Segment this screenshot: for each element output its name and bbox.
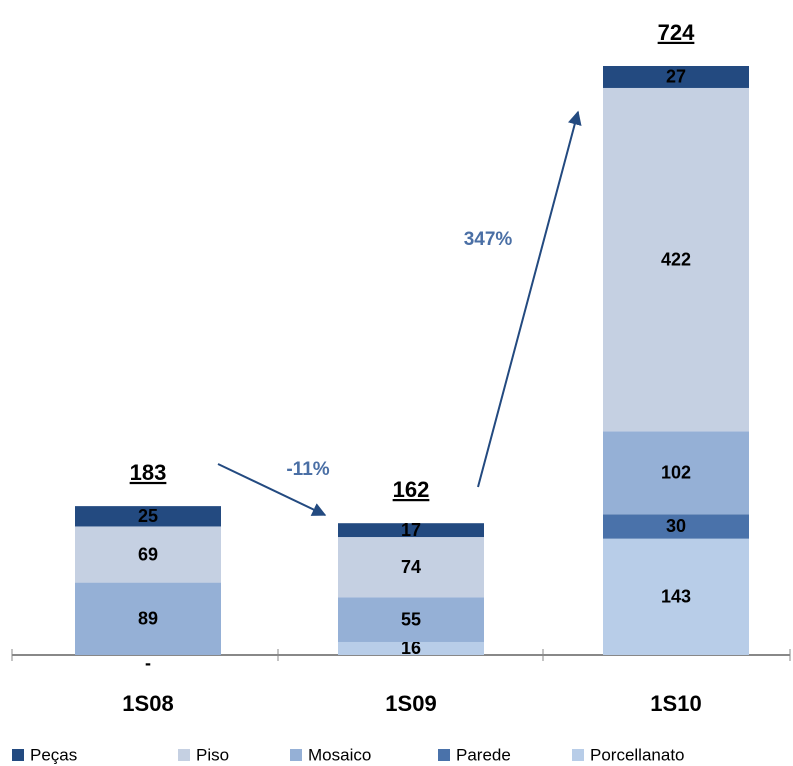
legend-swatch xyxy=(438,749,450,761)
data-label: 16 xyxy=(401,638,421,658)
data-label: 89 xyxy=(138,609,158,629)
legend-label: Mosaico xyxy=(308,745,371,764)
total-label: 183 xyxy=(130,460,167,485)
bar-segment xyxy=(75,582,221,655)
bar-segment xyxy=(603,538,749,655)
total-label: 162 xyxy=(393,477,430,502)
arrow xyxy=(477,110,582,488)
bar-segment xyxy=(603,66,749,88)
bar-segment xyxy=(338,537,484,598)
data-label: 25 xyxy=(138,506,158,526)
annotation: -11% xyxy=(286,459,329,480)
bar-segment xyxy=(75,526,221,583)
x-tick-label: 1S10 xyxy=(650,691,701,716)
arrow xyxy=(217,463,327,516)
data-label: 69 xyxy=(138,544,158,564)
bar-segment xyxy=(338,523,484,538)
total-label: 724 xyxy=(658,20,695,45)
bar-segment xyxy=(603,514,749,539)
legend-label: Piso xyxy=(196,745,229,764)
data-label: 55 xyxy=(401,609,421,629)
legend-swatch xyxy=(572,749,584,761)
data-label: 102 xyxy=(661,463,691,483)
data-label: 143 xyxy=(661,587,691,607)
legend-swatch xyxy=(290,749,302,761)
data-label: 422 xyxy=(661,249,691,269)
legend-label: Porcellanato xyxy=(590,745,685,764)
data-label: 27 xyxy=(666,67,686,87)
bar-segment xyxy=(603,431,749,515)
bar-segment xyxy=(338,641,484,655)
legend-swatch xyxy=(12,749,24,761)
annotation: 347% xyxy=(464,229,513,250)
x-tick-label: 1S09 xyxy=(385,691,436,716)
data-label: 30 xyxy=(666,516,686,536)
bar-segment xyxy=(338,597,484,642)
bar-segment xyxy=(603,87,749,432)
data-label: 17 xyxy=(401,520,421,540)
x-tick-label: 1S08 xyxy=(122,691,173,716)
data-label: 74 xyxy=(401,557,421,577)
legend-label: Peças xyxy=(30,745,77,764)
bar-segment xyxy=(75,506,221,527)
legend-swatch xyxy=(178,749,190,761)
legend-label: Parede xyxy=(456,745,511,764)
data-label: - xyxy=(145,653,151,673)
